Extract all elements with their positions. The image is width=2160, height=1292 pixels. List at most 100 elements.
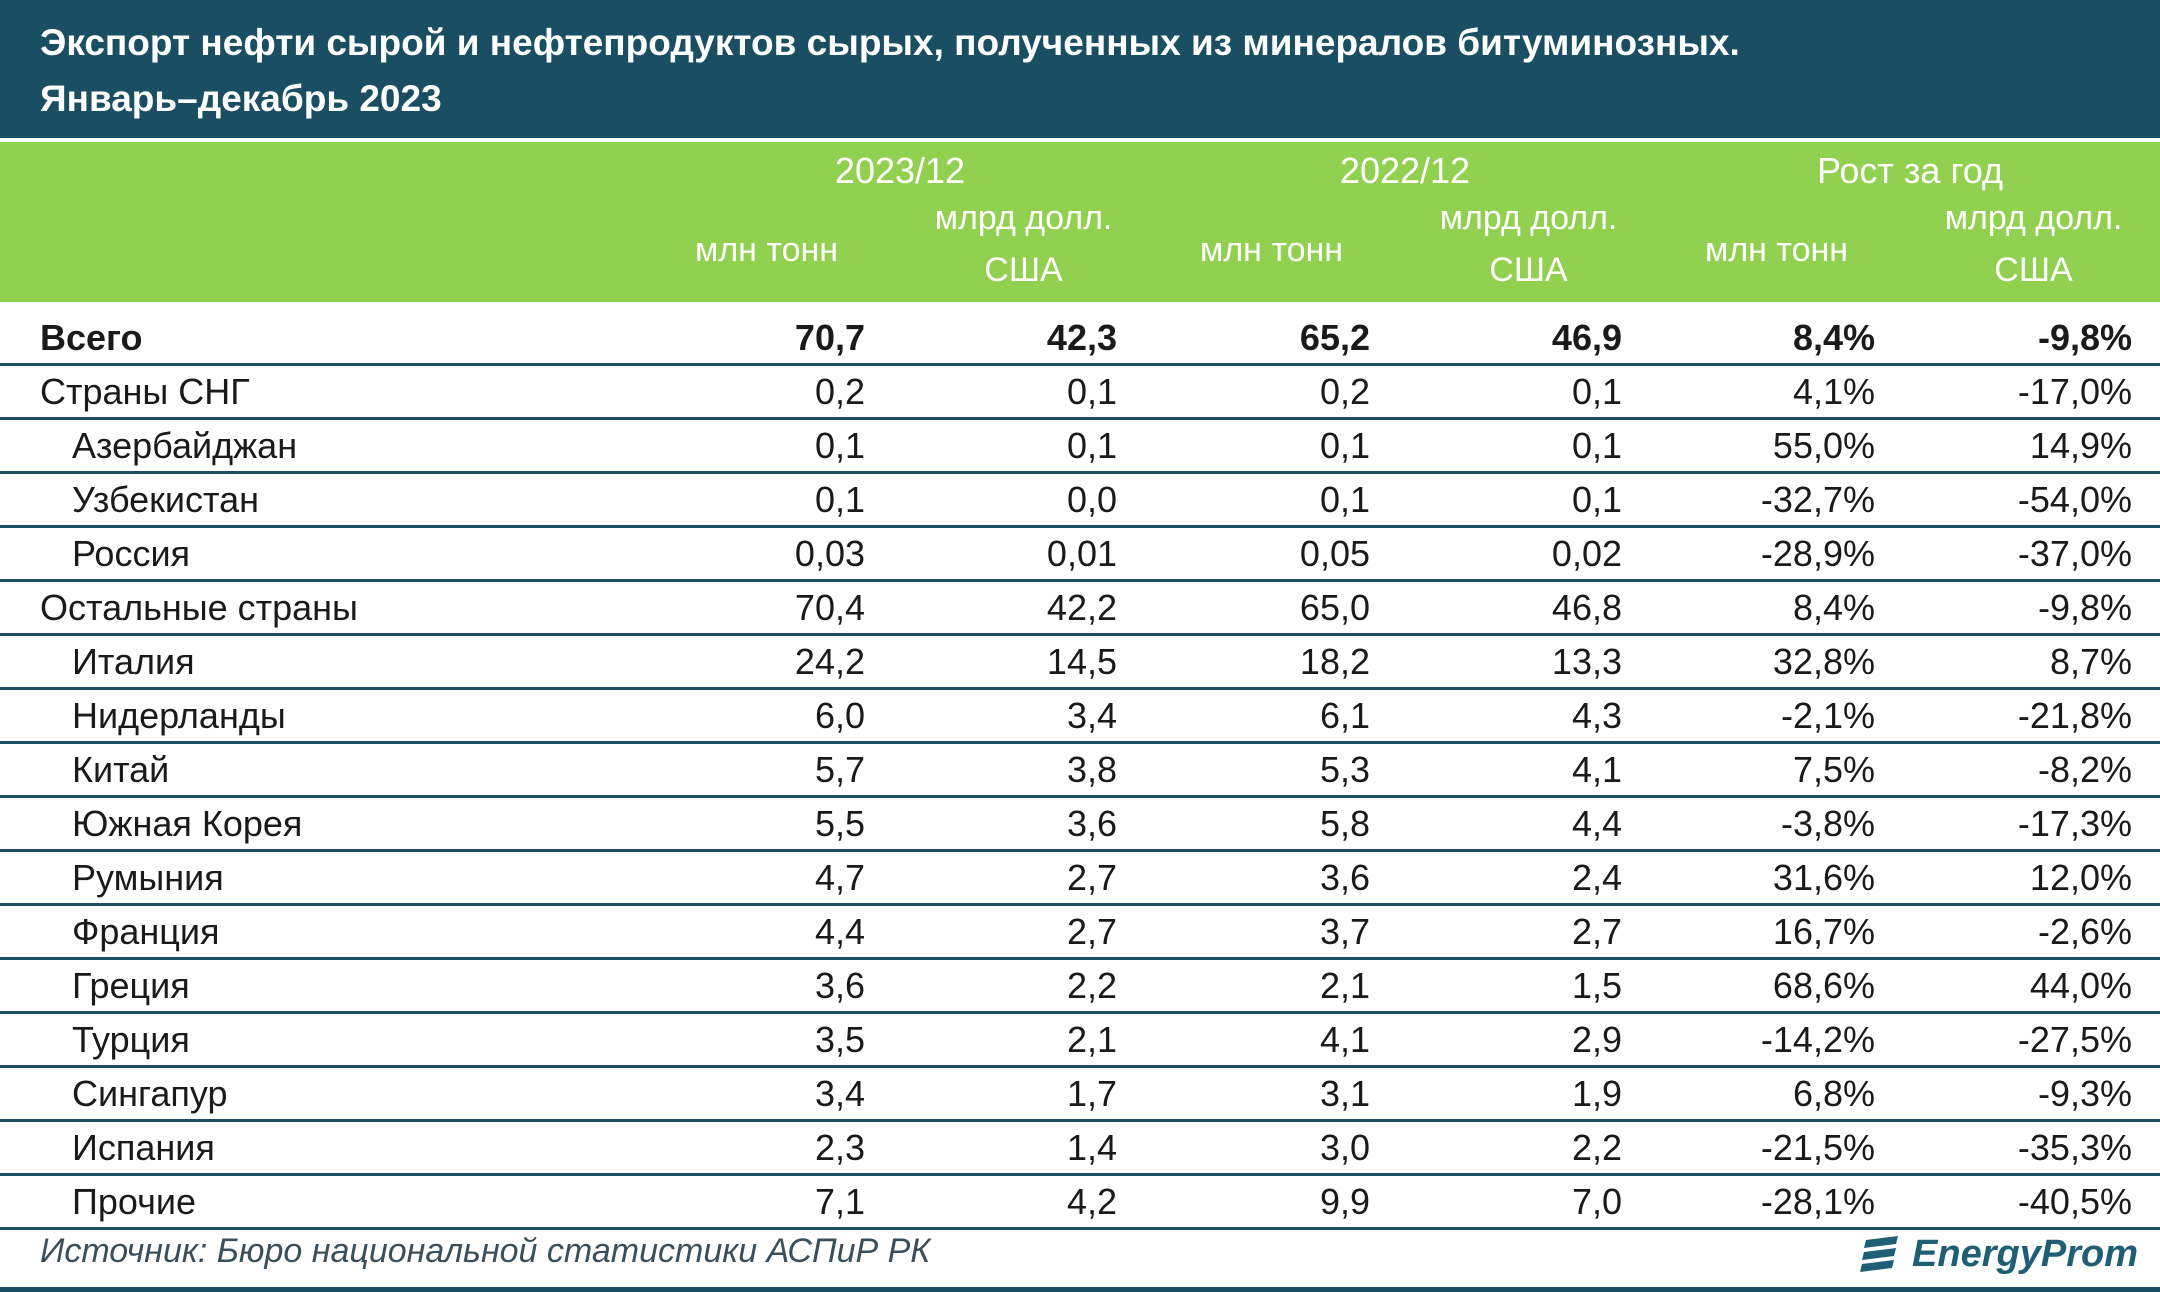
cell-value-growth: 12,0% — [1903, 850, 2160, 906]
table-row: Греция 3,6 2,2 2,1 1,5 68,6% 44,0% — [0, 958, 2160, 1014]
unit-mass-growth: млн тонн — [1704, 231, 1849, 269]
cell-value-2022: 4,4 — [1398, 796, 1650, 852]
cell-mass-2023: 3,4 — [640, 1066, 893, 1122]
cell-value-2023: 0,01 — [893, 526, 1145, 582]
cell-mass-2022: 0,05 — [1145, 526, 1398, 582]
table-row: Китай 5,7 3,8 5,3 4,1 7,5% -8,2% — [0, 742, 2160, 798]
cell-value-growth: -40,5% — [1903, 1174, 2160, 1230]
page-title: Экспорт нефти сырой и нефтепродуктов сыр… — [40, 22, 1740, 63]
cell-value-growth: 14,9% — [1903, 418, 2160, 474]
cell-value-2023: 3,4 — [893, 688, 1145, 744]
cell-mass-growth: 31,6% — [1650, 850, 1903, 906]
cell-mass-2022: 65,0 — [1145, 580, 1398, 636]
cell-value-growth: -21,8% — [1903, 688, 2160, 744]
energyprom-logo-icon — [1856, 1230, 1904, 1278]
column-header: 2023/12 2022/12 Рост за год млн тонн млр… — [0, 142, 2160, 302]
cell-mass-growth: -2,1% — [1650, 688, 1903, 744]
cell-mass-2022: 0,1 — [1145, 418, 1398, 474]
cell-mass-2023: 6,0 — [640, 688, 893, 744]
cell-mass-2023: 0,1 — [640, 418, 893, 474]
row-label: Турция — [0, 1012, 640, 1068]
cell-value-growth: -37,0% — [1903, 526, 2160, 582]
cell-value-growth: -17,0% — [1903, 364, 2160, 420]
cell-mass-2023: 7,1 — [640, 1174, 893, 1230]
table-row: Прочие 7,1 4,2 9,9 7,0 -28,1% -40,5% — [0, 1174, 2160, 1230]
cell-mass-growth: 68,6% — [1650, 958, 1903, 1014]
cell-value-2022: 2,7 — [1398, 904, 1650, 960]
table-row: Южная Корея 5,5 3,6 5,8 4,4 -3,8% -17,3% — [0, 796, 2160, 852]
row-label: Румыния — [0, 850, 640, 906]
cell-value-2023: 1,7 — [893, 1066, 1145, 1122]
table-row: Нидерланды 6,0 3,4 6,1 4,3 -2,1% -21,8% — [0, 688, 2160, 744]
cell-value-2022: 0,02 — [1398, 526, 1650, 582]
table-row: Румыния 4,7 2,7 3,6 2,4 31,6% 12,0% — [0, 850, 2160, 906]
row-label: Всего — [0, 312, 640, 366]
cell-mass-growth: 16,7% — [1650, 904, 1903, 960]
column-group-2022: 2022/12 — [1339, 150, 1471, 191]
cell-value-2023: 2,7 — [893, 904, 1145, 960]
cell-value-2022: 0,1 — [1398, 364, 1650, 420]
source-note: Источник: Бюро национальной статистики А… — [40, 1232, 931, 1270]
row-label: Азербайджан — [0, 418, 640, 474]
table-row: Узбекистан 0,1 0,0 0,1 0,1 -32,7% -54,0% — [0, 472, 2160, 528]
row-label: Италия — [0, 634, 640, 690]
table-row-total: Всего 70,7 42,3 65,2 46,9 8,4% -9,8% — [0, 312, 2160, 366]
cell-value-growth: -27,5% — [1903, 1012, 2160, 1068]
cell-mass-growth: -32,7% — [1650, 472, 1903, 528]
cell-mass-growth: -21,5% — [1650, 1120, 1903, 1176]
unit-mass-2022: млн тонн — [1199, 231, 1344, 269]
cell-value-2022: 46,8 — [1398, 580, 1650, 636]
cell-mass-2022: 65,2 — [1145, 312, 1398, 366]
cell-value-2023: 2,2 — [893, 958, 1145, 1014]
cell-mass-2023: 70,7 — [640, 312, 893, 366]
cell-mass-2023: 3,6 — [640, 958, 893, 1014]
page-subtitle: Январь–декабрь 2023 — [40, 78, 442, 119]
cell-mass-growth: -3,8% — [1650, 796, 1903, 852]
cell-mass-2023: 5,7 — [640, 742, 893, 798]
row-label: Узбекистан — [0, 472, 640, 528]
cell-mass-2022: 6,1 — [1145, 688, 1398, 744]
table-row: Турция 3,5 2,1 4,1 2,9 -14,2% -27,5% — [0, 1012, 2160, 1068]
cell-value-growth: -9,8% — [1903, 312, 2160, 366]
cell-value-2022: 2,9 — [1398, 1012, 1650, 1068]
cell-value-2022: 7,0 — [1398, 1174, 1650, 1230]
cell-value-2022: 13,3 — [1398, 634, 1650, 690]
cell-value-growth: -17,3% — [1903, 796, 2160, 852]
cell-mass-2023: 3,5 — [640, 1012, 893, 1068]
cell-value-2022: 1,9 — [1398, 1066, 1650, 1122]
cell-value-2022: 4,1 — [1398, 742, 1650, 798]
cell-value-growth: 8,7% — [1903, 634, 2160, 690]
cell-mass-growth: 32,8% — [1650, 634, 1903, 690]
cell-value-2023: 0,0 — [893, 472, 1145, 528]
cell-value-2022: 0,1 — [1398, 472, 1650, 528]
row-label: Франция — [0, 904, 640, 960]
unit-value-growth: млрд долл. США — [1944, 199, 2123, 289]
cell-mass-2022: 0,1 — [1145, 472, 1398, 528]
cell-mass-2022: 2,1 — [1145, 958, 1398, 1014]
cell-mass-2023: 2,3 — [640, 1120, 893, 1176]
cell-value-2023: 4,2 — [893, 1174, 1145, 1230]
divider — [0, 1287, 2160, 1292]
table-row: Испания 2,3 1,4 3,0 2,2 -21,5% -35,3% — [0, 1120, 2160, 1176]
column-group-growth: Рост за год — [1816, 150, 2004, 191]
brand-logo: EnergyProm — [1856, 1228, 2138, 1280]
cell-value-growth: -8,2% — [1903, 742, 2160, 798]
cell-value-growth: -54,0% — [1903, 472, 2160, 528]
cell-value-2023: 2,1 — [893, 1012, 1145, 1068]
cell-mass-2022: 5,3 — [1145, 742, 1398, 798]
cell-value-growth: -9,8% — [1903, 580, 2160, 636]
cell-mass-growth: -28,9% — [1650, 526, 1903, 582]
cell-value-2023: 0,1 — [893, 418, 1145, 474]
logo-label: EnergyProm — [1912, 1232, 2138, 1275]
cell-value-2023: 42,2 — [893, 580, 1145, 636]
cell-mass-2023: 70,4 — [640, 580, 893, 636]
table-row: Сингапур 3,4 1,7 3,1 1,9 6,8% -9,3% — [0, 1066, 2160, 1122]
table-row: Страны СНГ 0,2 0,1 0,2 0,1 4,1% -17,0% — [0, 364, 2160, 420]
cell-mass-growth: -28,1% — [1650, 1174, 1903, 1230]
cell-mass-2023: 0,1 — [640, 472, 893, 528]
cell-value-2022: 2,4 — [1398, 850, 1650, 906]
cell-value-growth: -35,3% — [1903, 1120, 2160, 1176]
cell-mass-growth: 8,4% — [1650, 312, 1903, 366]
cell-value-2023: 3,6 — [893, 796, 1145, 852]
cell-value-2023: 0,1 — [893, 364, 1145, 420]
